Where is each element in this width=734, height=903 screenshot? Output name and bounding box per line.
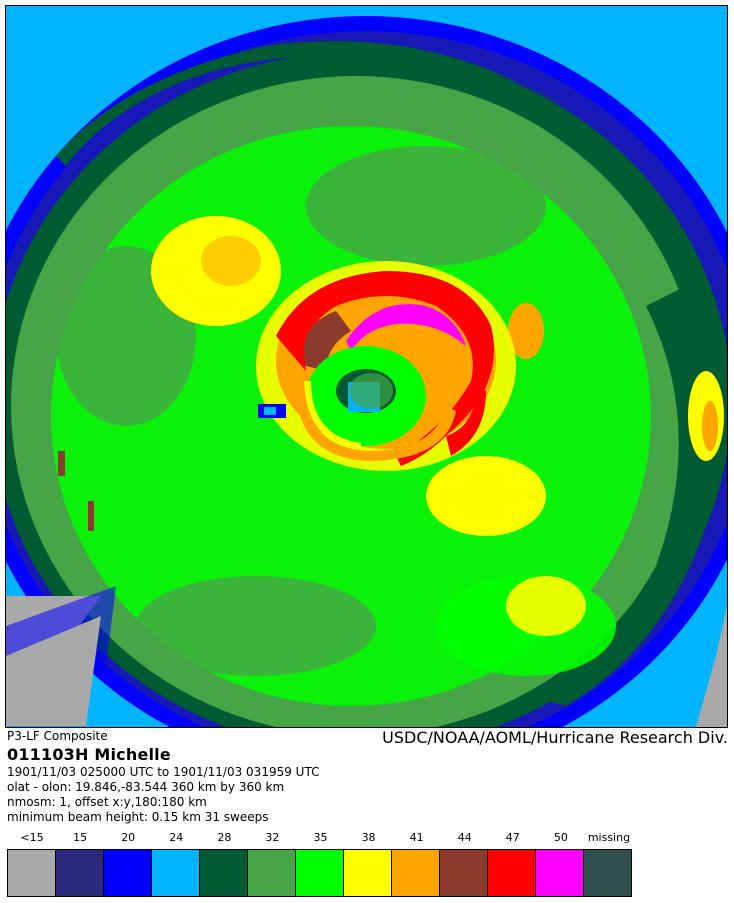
legend-swatch (440, 850, 488, 896)
legend-label: 15 (73, 831, 88, 844)
legend-label: 38 (361, 831, 376, 844)
legend-label: <15 (20, 831, 44, 844)
legend-label: 32 (265, 831, 280, 844)
legend-label: 24 (169, 831, 184, 844)
beam-height: minimum beam height: 0.15 km 31 sweeps (7, 810, 269, 824)
legend-swatch (392, 850, 440, 896)
credit-label: USDC/NOAA/AOML/Hurricane Research Div. (382, 728, 728, 747)
legend-label: missing (587, 831, 631, 844)
legend-label: 44 (457, 831, 472, 844)
legend-label: 28 (217, 831, 232, 844)
legend-swatch (248, 850, 296, 896)
legend-swatch (104, 850, 152, 896)
legend-swatch (296, 850, 344, 896)
radar-reflectivity-image (5, 5, 728, 728)
nmosm-offset: nmosm: 1, offset x:y,180:180 km (7, 795, 207, 809)
product-label: P3-LF Composite (7, 729, 108, 743)
legend-swatch (536, 850, 584, 896)
storm-title: 011103H Michelle (7, 745, 171, 764)
time-range: 1901/11/03 025000 UTC to 1901/11/03 0319… (7, 765, 320, 779)
radar-composite-graphic (6, 6, 727, 727)
legend-swatch (344, 850, 392, 896)
legend-labels: <15 15 20 24 28 32 35 38 41 44 47 50 missing (8, 831, 632, 845)
legend-swatch (488, 850, 536, 896)
legend-label: 20 (121, 831, 136, 844)
legend-label: 50 (553, 831, 568, 844)
legend-swatch (152, 850, 200, 896)
legend-label: 47 (505, 831, 520, 844)
legend-label: 35 (313, 831, 328, 844)
legend-swatch (200, 850, 248, 896)
origin-position: olat - olon: 19.846,-83.544 360 km by 36… (7, 780, 285, 794)
color-legend-bar (7, 849, 632, 897)
legend-swatch (8, 850, 56, 896)
legend-label: 41 (409, 831, 424, 844)
legend-swatch (56, 850, 104, 896)
legend-swatch (584, 850, 631, 896)
